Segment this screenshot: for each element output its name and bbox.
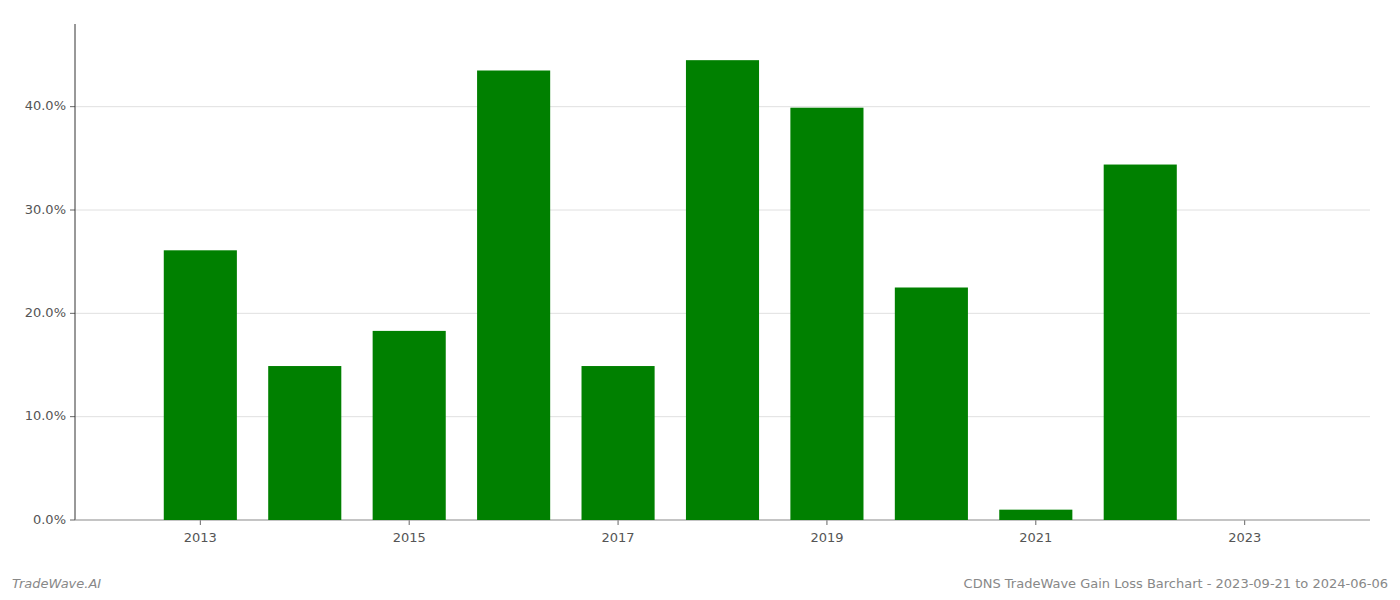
bar — [1208, 520, 1281, 521]
x-tick-label: 2017 — [602, 530, 635, 545]
y-axis-line — [75, 24, 76, 520]
background — [0, 0, 1400, 600]
bar — [268, 366, 341, 520]
bar — [790, 108, 863, 520]
bar — [895, 288, 968, 521]
y-tick-label: 40.0% — [25, 98, 66, 113]
chart: 0.0% 10.0% 20.0% 30.0% 40.0% 2013 2015 2017 2019… — [0, 0, 1400, 600]
x-tick-label: 2015 — [393, 530, 426, 545]
x-tick — [826, 520, 827, 525]
y-tick-label: 30.0% — [25, 202, 66, 217]
x-tick — [618, 520, 619, 525]
bar — [582, 366, 655, 520]
y-tick — [70, 416, 75, 417]
bar — [164, 250, 237, 520]
y-tick — [70, 106, 75, 107]
x-tick — [200, 520, 201, 525]
x-tick-label: 2023 — [1228, 530, 1261, 545]
y-tick — [70, 520, 75, 521]
bar — [1104, 165, 1177, 520]
x-tick-label: 2021 — [1019, 530, 1052, 545]
y-tick-label: 20.0% — [25, 305, 66, 320]
y-tick-label: 10.0% — [25, 408, 66, 423]
bar — [999, 510, 1072, 520]
watermark: TradeWave.AI — [12, 576, 101, 591]
bar — [686, 60, 759, 520]
bar — [477, 71, 550, 521]
x-tick-label: 2019 — [810, 530, 843, 545]
x-tick — [1244, 520, 1245, 525]
y-tick — [70, 313, 75, 314]
bars — [164, 60, 1177, 520]
y-tick-label: 0.0% — [33, 512, 66, 527]
y-tick — [70, 210, 75, 211]
title: CDNS TradeWave Gain Loss Barchart - 2023… — [964, 576, 1388, 591]
bar — [373, 331, 446, 520]
x-tick-label: 2013 — [184, 530, 217, 545]
axes: 0.0% 10.0% 20.0% 30.0% 40.0% 2013 2015 2017 2019… — [25, 24, 1370, 545]
x-tick — [1035, 520, 1036, 525]
x-tick — [409, 520, 410, 525]
page: {"chart_data": {"type": "bar", "title": … — [0, 0, 1400, 600]
